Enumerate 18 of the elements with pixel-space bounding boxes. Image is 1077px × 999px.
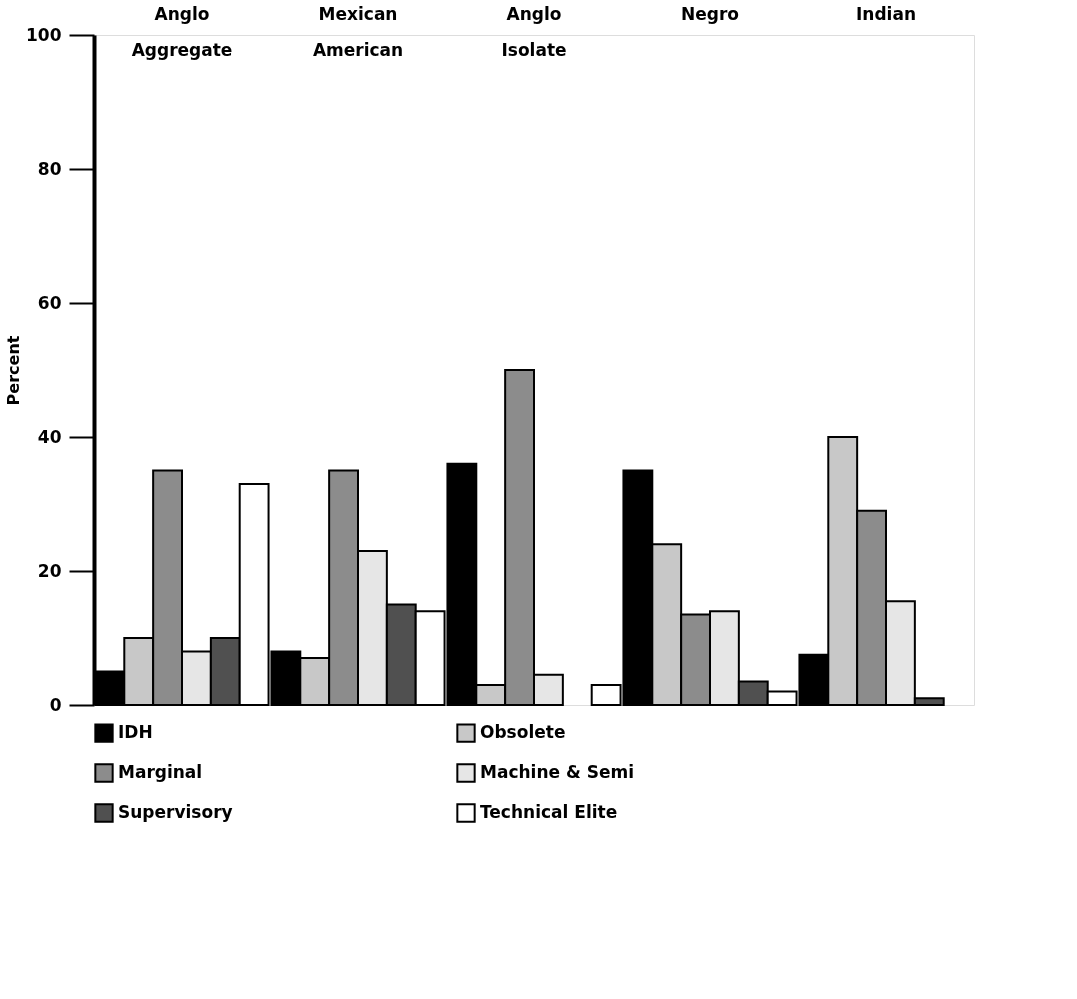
y-tick-label: 100 (26, 24, 62, 45)
x-tick-label: Anglo Aggregate (131, 3, 233, 60)
legend-label: Technical Elite (480, 802, 618, 822)
y-tick-label: 60 (37, 292, 62, 313)
y-tick-label: 40 (37, 426, 62, 447)
legend-label: Supervisory (118, 802, 233, 822)
y-tick-label: 20 (37, 560, 62, 581)
y-tick-label: 80 (37, 158, 62, 179)
legend-label: Machine & Semi (480, 762, 635, 782)
legend-label: Marginal (118, 762, 203, 782)
legend-label: IDH (118, 722, 153, 743)
y-tick-label: 0 (49, 694, 62, 715)
x-tick-label: Negro (681, 3, 739, 24)
x-tick-label: Indian (856, 3, 916, 24)
y-axis-title: Percent (4, 335, 24, 406)
legend-label: Obsolete (480, 722, 566, 743)
x-tick-label: Mexican American (312, 3, 404, 60)
x-tick-label: Anglo Isolate (501, 3, 567, 60)
